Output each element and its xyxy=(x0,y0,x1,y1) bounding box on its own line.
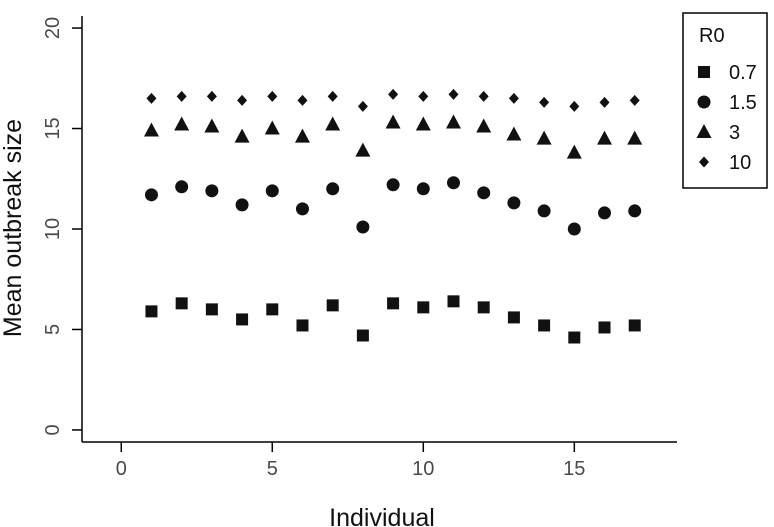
legend-label: 1.5 xyxy=(729,92,757,114)
y-tick-label: 15 xyxy=(42,117,64,139)
legend-title: R0 xyxy=(699,25,725,47)
data-point-square xyxy=(598,321,611,334)
legend-label: 3 xyxy=(729,122,740,144)
data-point-diamond xyxy=(599,96,610,108)
data-point-circle xyxy=(477,186,491,200)
y-tick-label: 10 xyxy=(42,218,64,240)
data-point-circle xyxy=(295,202,309,216)
legend-marker-square xyxy=(698,66,710,78)
data-point-circle xyxy=(235,198,249,212)
data-point-triangle xyxy=(174,116,190,131)
data-point-square xyxy=(477,301,490,314)
legend-marker-triangle xyxy=(696,124,712,138)
y-tick-label: 5 xyxy=(42,324,64,335)
data-point-square xyxy=(447,295,460,308)
data-point-triangle xyxy=(627,130,643,145)
data-point-diamond xyxy=(297,94,308,106)
axes xyxy=(81,16,677,443)
data-point-triangle xyxy=(566,144,582,159)
data-point-circle xyxy=(598,206,612,220)
data-point-square xyxy=(175,297,188,310)
data-point-square xyxy=(417,301,430,314)
x-tick-label: 15 xyxy=(563,458,585,480)
data-point-circle xyxy=(628,204,642,218)
legend-marker-circle xyxy=(697,95,711,109)
y-tick-label: 20 xyxy=(42,17,64,39)
data-point-diamond xyxy=(569,100,580,112)
data-point-circle xyxy=(356,220,370,234)
data-point-triangle xyxy=(204,118,220,133)
x-axis-title: Individual xyxy=(329,504,435,527)
x-ticks: 0 5 10 15 xyxy=(116,442,585,480)
data-point-square xyxy=(568,331,581,344)
data-point-triangle xyxy=(415,116,431,131)
legend-marker-diamond xyxy=(699,156,709,168)
data-point-diamond xyxy=(539,96,550,108)
y-tick-label: 0 xyxy=(42,424,64,435)
data-point-circle xyxy=(386,178,400,192)
legend-label: 0.7 xyxy=(729,62,757,84)
data-point-square xyxy=(387,297,400,310)
data-point-triangle xyxy=(536,130,552,145)
data-point-circle xyxy=(175,180,189,194)
y-axis-title: Mean outbreak size xyxy=(0,119,27,337)
data-point-diamond xyxy=(478,90,489,102)
data-point-diamond xyxy=(388,88,399,100)
data-point-circle xyxy=(567,222,581,236)
legend-items: 0.7 1.5 3 10 xyxy=(696,62,757,174)
data-point-circle xyxy=(537,204,551,218)
data-point-circle xyxy=(416,182,430,196)
data-point-square xyxy=(205,303,218,316)
data-point-diamond xyxy=(327,90,338,102)
data-point-square xyxy=(236,313,249,326)
data-point-triangle xyxy=(264,120,280,135)
data-point-diamond xyxy=(508,92,519,104)
legend-box xyxy=(682,12,768,189)
data-point-diamond xyxy=(176,90,187,102)
data-point-diamond xyxy=(146,92,157,104)
x-tick-label: 0 xyxy=(116,458,127,480)
data-point-square xyxy=(628,319,641,332)
data-point-diamond xyxy=(418,90,429,102)
data-point-square xyxy=(507,311,520,324)
data-point-square xyxy=(145,305,158,318)
data-point-circle xyxy=(265,184,279,198)
data-point-circle xyxy=(205,184,219,198)
legend: R0 0.7 1.5 3 10 xyxy=(682,12,768,189)
data-point-diamond xyxy=(206,90,217,102)
data-point-diamond xyxy=(629,94,640,106)
data-point-triangle xyxy=(143,122,159,137)
data-point-triangle xyxy=(325,116,341,131)
data-point-triangle xyxy=(234,128,250,143)
data-point-circle xyxy=(326,182,340,196)
data-point-square xyxy=(266,303,279,316)
data-point-triangle xyxy=(445,114,461,129)
data-point-triangle xyxy=(597,130,613,145)
data-point-diamond xyxy=(237,94,248,106)
data-point-diamond xyxy=(267,90,278,102)
data-point-diamond xyxy=(357,100,368,112)
data-point-square xyxy=(296,319,309,332)
data-point-circle xyxy=(144,188,158,202)
data-point-square xyxy=(356,329,369,342)
data-point-triangle xyxy=(385,114,401,129)
data-points xyxy=(143,88,643,344)
legend-label: 10 xyxy=(729,152,751,174)
data-point-diamond xyxy=(448,88,459,100)
x-tick-label: 5 xyxy=(267,458,278,480)
data-point-circle xyxy=(446,176,460,190)
y-ticks: 0 5 10 15 20 xyxy=(42,17,82,436)
x-tick-label: 10 xyxy=(412,458,434,480)
data-point-square xyxy=(538,319,551,332)
data-point-triangle xyxy=(294,128,310,143)
data-point-triangle xyxy=(355,142,371,157)
data-point-triangle xyxy=(476,118,492,133)
data-point-circle xyxy=(507,196,521,210)
data-point-triangle xyxy=(506,126,522,141)
data-point-square xyxy=(326,299,339,312)
